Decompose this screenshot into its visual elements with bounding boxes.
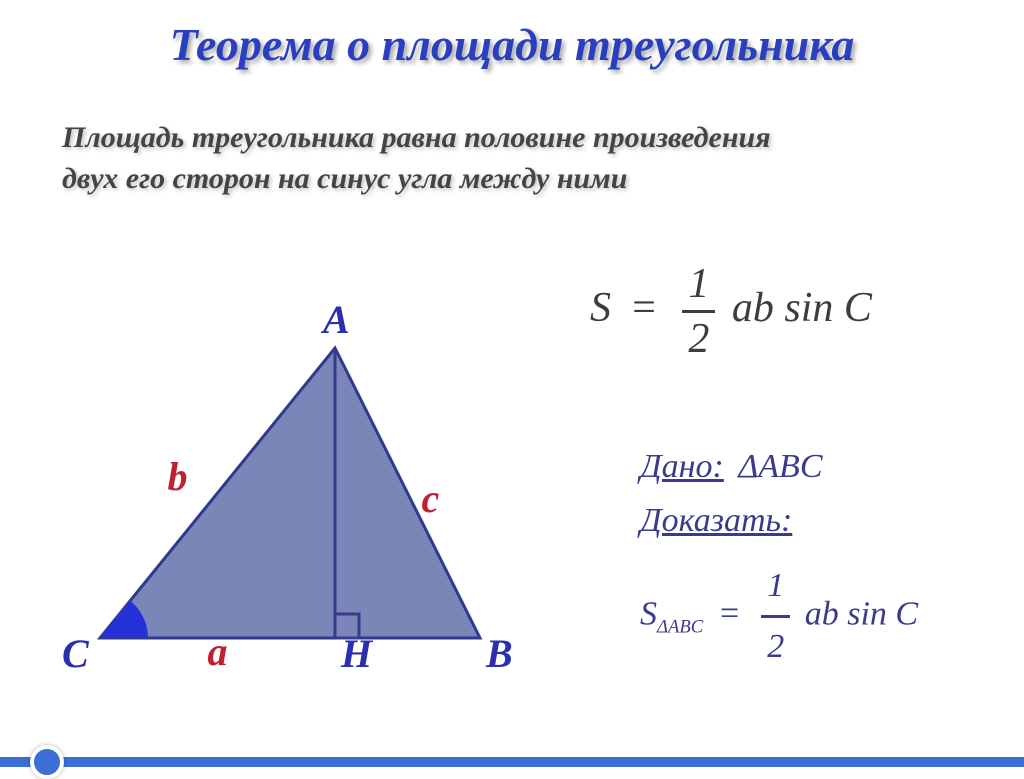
page-title: Теорема о площади треугольника (0, 18, 1024, 71)
given-line: Дано: ΔABC (640, 440, 918, 494)
triangle-diagram: A B C H a b c (60, 318, 580, 718)
formula-eq: = (630, 285, 658, 331)
theorem-statement: Площадь треугольника равна половине прои… (62, 118, 802, 199)
formula-S: S (590, 285, 611, 331)
prove-fraction: 1 2 (761, 559, 790, 675)
given-prove-block: Дано: ΔABC Доказать: SΔABC = 1 2 ab sin … (640, 440, 918, 675)
prove-sub: ΔABC (657, 616, 703, 637)
foot-label-H: H (341, 630, 372, 677)
prove-header: Доказать: (640, 494, 918, 548)
theorem-text: Площадь треугольника равна половине прои… (62, 121, 771, 195)
footer-bar (0, 757, 1024, 767)
given-value: ΔABC (738, 448, 822, 485)
formula-tail: ab sin C (732, 285, 872, 331)
prove-S: S (640, 595, 657, 632)
title-text: Теорема о площади треугольника (170, 19, 855, 70)
side-label-a: a (208, 628, 228, 675)
prove-den: 2 (761, 618, 790, 674)
formula-den: 2 (682, 313, 715, 363)
prove-eq: = (718, 595, 741, 632)
side-label-c: c (422, 475, 440, 522)
given-header: Дано: (640, 448, 724, 485)
formula-num: 1 (682, 260, 715, 313)
prove-tail: ab sin C (805, 595, 918, 632)
prove-formula: SΔABC = 1 2 ab sin C (640, 559, 918, 675)
vertex-label-B: B (486, 630, 513, 677)
vertex-label-A: A (323, 296, 350, 343)
side-label-b: b (168, 453, 188, 500)
area-formula: S = 1 2 ab sin C (590, 260, 872, 363)
formula-fraction: 1 2 (682, 260, 715, 363)
corner-dot-icon (30, 745, 64, 779)
prove-num: 1 (761, 559, 790, 618)
vertex-label-C: C (62, 630, 89, 677)
